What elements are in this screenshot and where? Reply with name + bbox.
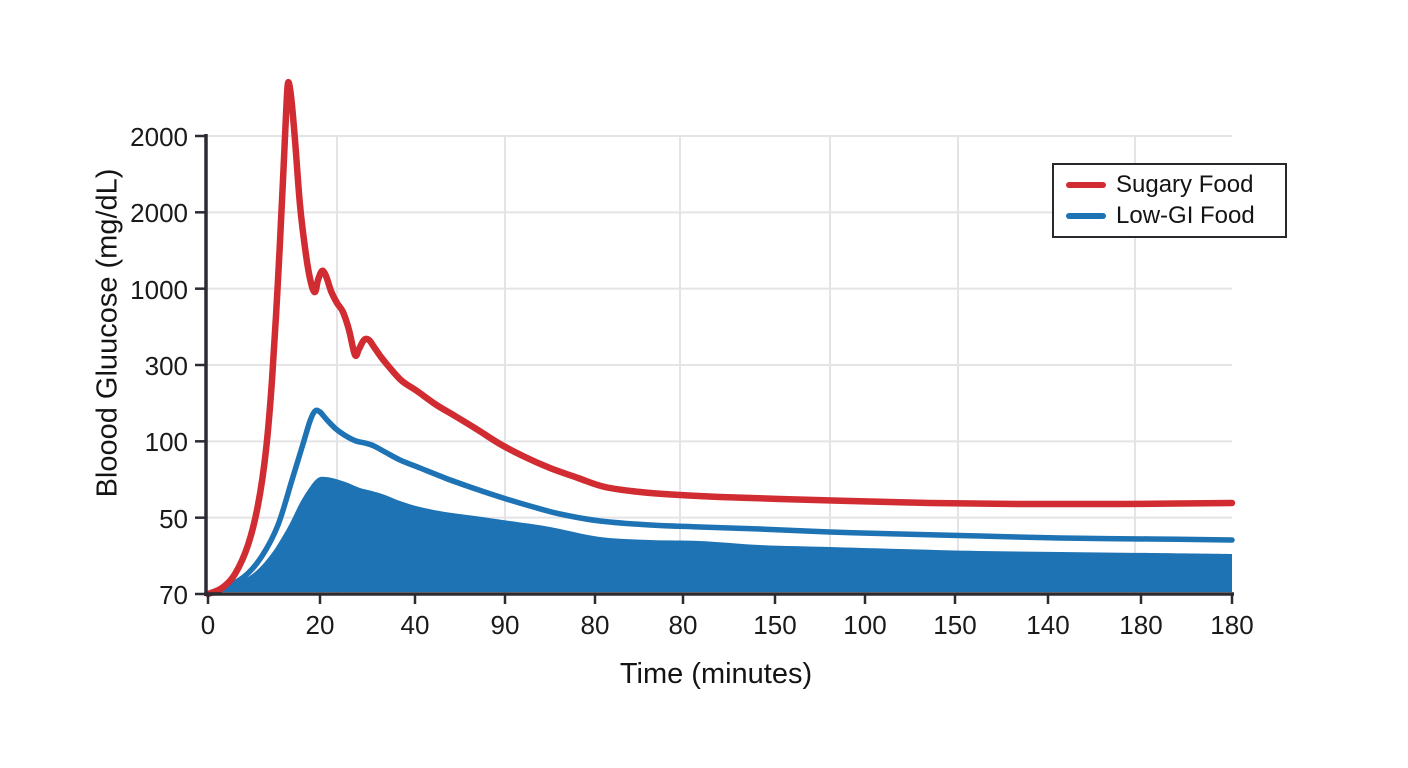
x-tick-label: 150	[753, 610, 797, 640]
low-gi-food-line	[205, 407, 1235, 597]
low-gi-food-area	[208, 476, 1232, 594]
x-tick-label: 20	[305, 610, 335, 640]
x-tick-label: 150	[933, 610, 977, 640]
legend-item-low-gi-food: Low-GI Food	[1066, 204, 1285, 228]
legend-label: Sugary Food	[1116, 171, 1254, 198]
x-tick-label: 180	[1119, 610, 1163, 640]
legend-line-swatch	[1066, 213, 1106, 219]
x-tick-label: 90	[490, 610, 520, 640]
y-tick-label: 2000	[130, 198, 188, 229]
x-tick-label: 40	[400, 610, 430, 640]
x-tick-label: 180	[1210, 610, 1254, 640]
x-axis-label: Time (minutes)	[619, 658, 813, 690]
y-tick-label: 100	[144, 427, 188, 458]
y-tick-label: 50	[159, 503, 188, 534]
sugary-food-line	[204, 79, 1236, 598]
y-tick-label: 70	[159, 580, 188, 610]
legend: Sugary Food Low-GI Food	[1052, 163, 1287, 238]
y-tick-label: 1000	[130, 274, 188, 305]
legend-label: Low-GI Food	[1116, 202, 1255, 229]
y-tick-label: 2000	[130, 122, 188, 152]
x-tick-label: 100	[843, 610, 887, 640]
x-tick-label: 140	[1026, 610, 1070, 640]
y-axis-label: Bloood Gluucose (mg/dL)	[91, 168, 124, 498]
legend-line-swatch	[1066, 182, 1106, 188]
x-tick-label: 80	[580, 610, 610, 640]
legend-item-sugary-food: Sugary Food	[1066, 173, 1285, 197]
x-tick-label: 0	[200, 610, 216, 640]
x-tick-label: 80	[668, 610, 698, 640]
y-tick-label: 300	[144, 351, 188, 381]
